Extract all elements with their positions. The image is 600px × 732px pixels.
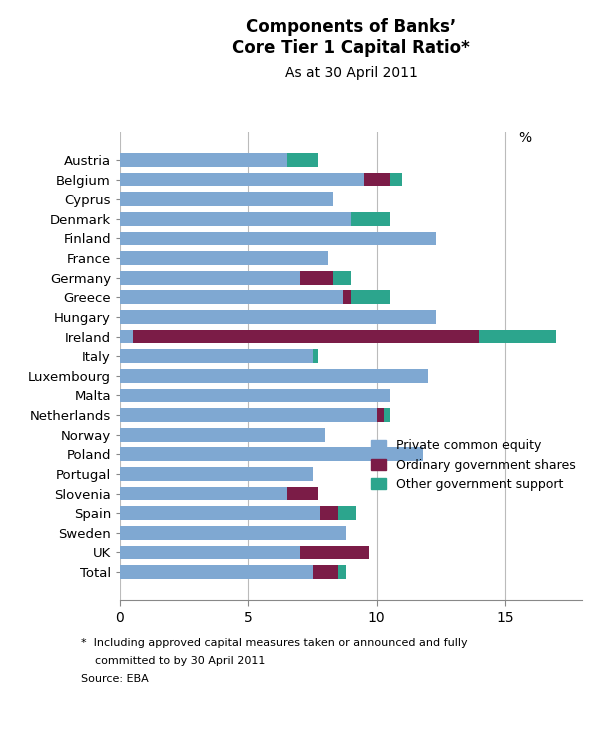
Bar [120, 545, 299, 559]
Bar [389, 173, 403, 187]
Bar [320, 507, 338, 520]
Bar [338, 507, 356, 520]
Bar [120, 153, 287, 167]
Bar [313, 349, 317, 363]
Bar [120, 507, 320, 520]
Bar [313, 565, 338, 579]
Text: As at 30 April 2011: As at 30 April 2011 [284, 66, 418, 80]
Bar [120, 271, 299, 285]
Bar [120, 193, 333, 206]
Text: committed to by 30 April 2011: committed to by 30 April 2011 [81, 656, 265, 666]
Text: %: % [518, 131, 531, 146]
Bar [287, 487, 317, 501]
Bar [385, 408, 389, 422]
Text: Components of Banks’
Core Tier 1 Capital Ratio*: Components of Banks’ Core Tier 1 Capital… [232, 18, 470, 57]
Bar [120, 427, 325, 441]
Bar [299, 545, 369, 559]
Text: Source: EBA: Source: EBA [81, 674, 149, 684]
Legend: Private common equity, Ordinary government shares, Other government support: Private common equity, Ordinary governme… [371, 439, 576, 491]
Bar [287, 153, 317, 167]
Bar [120, 173, 364, 187]
Bar [120, 526, 346, 539]
Bar [377, 408, 385, 422]
Bar [120, 212, 351, 225]
Bar [120, 349, 313, 363]
Bar [343, 291, 351, 305]
Bar [120, 251, 328, 265]
Bar [120, 291, 343, 305]
Bar [299, 271, 333, 285]
Bar [120, 310, 436, 324]
Text: *  Including approved capital measures taken or announced and fully: * Including approved capital measures ta… [81, 638, 467, 648]
Bar [338, 565, 346, 579]
Bar [120, 369, 428, 383]
Bar [364, 173, 389, 187]
Bar [120, 231, 436, 245]
Bar [351, 291, 389, 305]
Bar [133, 329, 479, 343]
Bar [120, 408, 377, 422]
Bar [120, 487, 287, 501]
Bar [120, 389, 389, 403]
Bar [479, 329, 556, 343]
Bar [120, 565, 313, 579]
Bar [120, 467, 313, 481]
Bar [333, 271, 351, 285]
Bar [120, 447, 423, 461]
Bar [120, 329, 133, 343]
Bar [351, 212, 389, 225]
